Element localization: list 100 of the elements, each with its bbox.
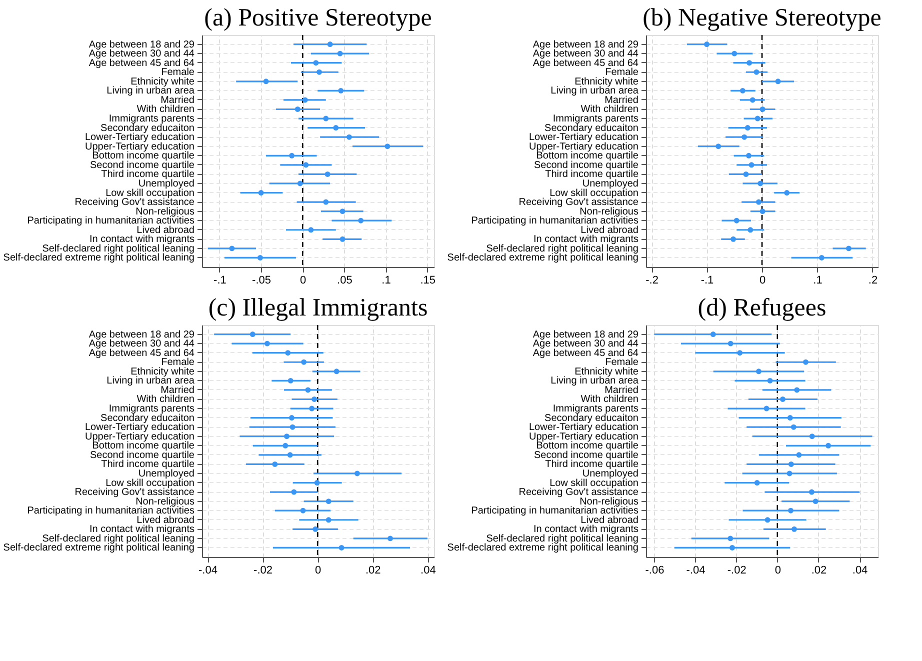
point — [229, 246, 235, 252]
chart-title: (d) Refugees — [698, 294, 826, 322]
point — [314, 480, 320, 486]
point — [340, 236, 346, 242]
y-tick-label: Non-religious — [136, 496, 194, 508]
x-tick-label: .2 — [868, 274, 878, 286]
x-tick-label: .05 — [337, 274, 352, 286]
point — [303, 162, 309, 168]
point — [324, 171, 330, 177]
point — [302, 97, 308, 103]
y-tick-label: Married — [604, 384, 638, 396]
point — [384, 144, 390, 150]
point — [294, 106, 300, 112]
chart-title: (c) Illegal Immigrants — [208, 294, 428, 322]
y-tick-label: Unemployed — [582, 178, 638, 190]
y-tick-label: Self-declared right political leaning — [486, 243, 638, 254]
point — [388, 536, 393, 542]
point — [323, 199, 329, 205]
point — [791, 526, 797, 532]
point — [282, 442, 288, 448]
y-tick-label: Female — [605, 357, 639, 368]
point — [760, 106, 766, 112]
point — [740, 88, 746, 94]
chart-title: (b) Negative Stereotype — [642, 4, 882, 32]
point — [263, 78, 269, 84]
y-tick-label: Immigrants parents — [552, 114, 638, 125]
point — [358, 218, 364, 224]
y-tick-label: Self-declared extreme right political leaning — [3, 542, 194, 554]
point — [258, 190, 264, 196]
chart-title: (a) Positive Stereotype — [204, 4, 432, 32]
y-tick-label: Low skill occupation — [106, 188, 194, 199]
point — [788, 508, 794, 514]
y-tick-label: Married — [160, 94, 194, 106]
y-tick-label: Third income quartile — [545, 169, 639, 180]
point — [826, 442, 832, 448]
y-tick-label: In contact with migrants — [533, 234, 638, 246]
point — [809, 434, 815, 440]
y-tick-label: Female — [161, 67, 195, 78]
point — [818, 254, 824, 260]
point — [754, 116, 760, 122]
point — [784, 190, 790, 196]
point — [250, 332, 256, 338]
point — [308, 227, 314, 233]
point — [802, 359, 808, 365]
y-tick-label: Receiving Gov't assistance — [74, 197, 195, 208]
point — [760, 208, 766, 214]
point — [333, 125, 339, 131]
y-tick-label: Bottom income quartile — [536, 440, 639, 452]
y-tick-label: Age between 18 and 29 — [532, 329, 639, 340]
point — [288, 378, 294, 384]
point — [716, 144, 722, 150]
y-tick-label: Ethnicity white — [130, 366, 195, 378]
point — [794, 387, 800, 393]
y-tick-label: Secondary educaiton — [100, 412, 194, 424]
x-tick-label: -.06 — [645, 564, 664, 576]
point — [291, 489, 297, 495]
y-tick-label: Age between 18 and 29 — [532, 39, 639, 50]
y-tick-label: Third income quartile — [101, 459, 195, 470]
y-tick-label: Age between 30 and 44 — [88, 48, 195, 60]
point — [750, 97, 756, 103]
y-tick-label: Lower-Tertiary education — [85, 422, 194, 434]
y-tick-label: Bottom income quartile — [92, 440, 195, 452]
y-tick-label: Unemployed — [582, 468, 638, 480]
point — [354, 470, 360, 476]
point — [323, 116, 329, 122]
x-tick-label: -.04 — [198, 564, 218, 576]
y-tick-label: Self-declared right political leaning — [486, 533, 638, 544]
y-tick-label: Immigrants parents — [108, 114, 194, 125]
point — [316, 69, 322, 75]
x-tick-label: -.1 — [214, 274, 226, 286]
y-tick-label: Bottom income quartile — [92, 150, 195, 162]
point — [748, 227, 754, 233]
y-tick-label: Self-declared right political leaning — [42, 533, 194, 544]
y-tick-label: Age between 45 and 64 — [88, 58, 195, 69]
y-tick-label: Lived abroad — [580, 224, 638, 236]
x-tick-label: .02 — [365, 564, 381, 576]
point — [812, 498, 818, 504]
point — [704, 42, 710, 48]
y-tick-label: With children — [580, 104, 638, 116]
point — [748, 162, 754, 168]
point — [297, 180, 303, 186]
x-tick-label: .04 — [852, 564, 868, 576]
point — [808, 489, 814, 495]
point — [327, 42, 333, 48]
point — [334, 368, 340, 374]
y-tick-label: Immigrants parents — [552, 404, 638, 415]
y-tick-label: Ethnicity white — [574, 76, 639, 88]
point — [732, 50, 738, 56]
y-tick-label: Age between 30 and 44 — [532, 48, 639, 60]
point — [758, 180, 764, 186]
y-tick-label: Living in urban area — [550, 376, 639, 387]
y-tick-label: Secondary educaiton — [100, 122, 194, 134]
x-tick-label: -.04 — [686, 564, 706, 576]
y-tick-label: Participating in humanitarian activities — [27, 216, 194, 227]
y-tick-label: Upper-Tertiary education — [529, 431, 638, 442]
y-tick-label: Secondary educaiton — [544, 412, 638, 424]
y-tick-label: Self-declared extreme right political leaning — [447, 542, 638, 554]
point — [788, 461, 794, 467]
y-tick-label: Non-religious — [580, 206, 638, 218]
y-tick-label: Living in urban area — [106, 376, 195, 387]
